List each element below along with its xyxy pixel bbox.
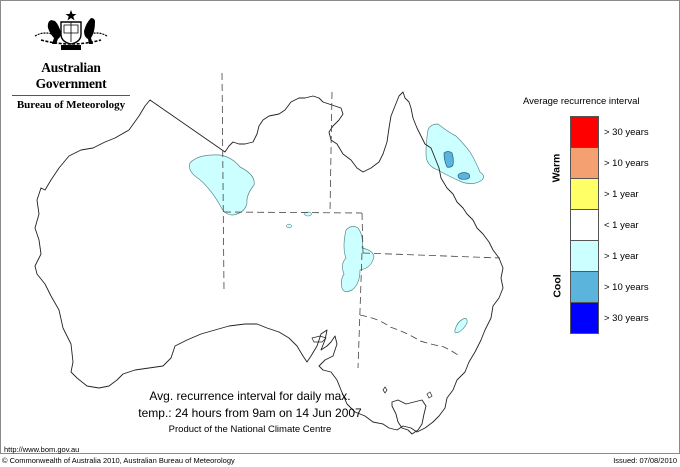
swatch-warm-1 [570,178,599,209]
map-title-line1: Avg. recurrence interval for daily max. [149,389,351,403]
legend-label: > 30 years [604,313,649,324]
legend-label: > 10 years [604,158,649,169]
swatch-warm-30 [570,116,599,147]
bureau-title: Bureau of Meteorology [16,99,126,111]
border-sa-nsw-vic [357,252,363,369]
swatch-warm-10 [570,147,599,178]
border-wa-nt [221,72,225,291]
anomaly-regions [189,123,484,334]
border-sa-qld [361,212,364,254]
legend-label: < 1 year [604,220,639,231]
swatch-cool-30 [570,302,599,334]
kangaroo-island [311,335,327,343]
legend-label: > 10 years [604,282,649,293]
cool-anomaly-qld [425,123,484,184]
legend-label: > 1 year [604,251,639,262]
legend-color-scale [570,116,599,334]
cool-label: Cool [551,274,564,298]
border-qld-nsw [362,252,501,259]
map-title-line2: temp.: 24 hours from 9am on 14 Jun 2007 [138,406,362,420]
swatch-neutral [570,209,599,240]
australia-map [34,72,504,435]
bom-url-link[interactable]: http://www.bom.gov.au [4,445,80,454]
legend-label: > 1 year [604,189,639,200]
border-nt-sa [223,211,363,214]
legend-title: Average recurrence interval [523,96,640,107]
cool-anomaly-qld-strong [443,151,454,168]
logo-divider [12,95,130,96]
coat-of-arms-icon [34,10,108,50]
swatch-cool-10 [570,271,599,302]
state-borders [221,72,501,369]
border-nsw-vic [359,314,459,356]
cool-anomaly-sa-corner [340,226,375,292]
cool-anomaly-central [189,154,255,216]
cool-anomaly-speck [286,223,292,229]
island [426,391,433,399]
cool-anomaly-se-nsw [454,318,468,334]
warm-label: Warm [550,153,563,183]
product-credit: Product of the National Climate Centre [168,424,332,435]
tasmania-coastline [391,399,427,435]
legend-label: > 30 years [604,127,649,138]
issued-date: Issued: 07/08/2010 [613,456,677,465]
australia-coastline [34,91,504,433]
copyright-text: © Commonwealth of Australia 2010, Austra… [2,456,235,465]
map-frame [0,0,680,454]
cool-anomaly-qld-strong [457,172,471,180]
government-title: Australian Government [35,60,107,91]
border-nt-qld [329,91,333,213]
bom-logo: Australian Government Bureau of Meteorol… [8,8,134,111]
cool-anomaly-speck [304,211,312,217]
swatch-cool-1 [570,240,599,271]
island [382,386,388,394]
